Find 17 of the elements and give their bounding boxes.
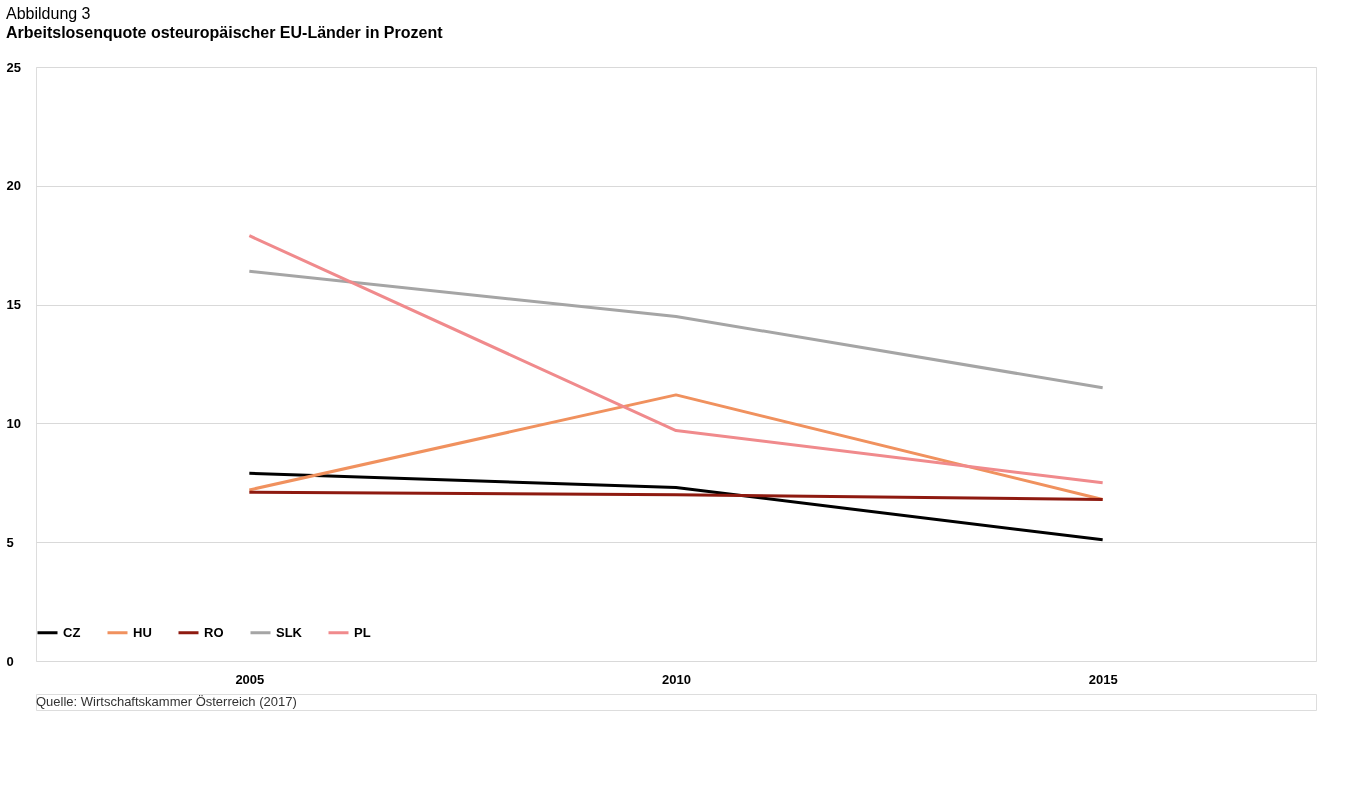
legend-label: PL — [354, 624, 371, 640]
chart-title: Abbildung 3 — [6, 5, 91, 22]
y-tick-label: 5 — [6, 534, 14, 550]
y-tick-label: 0 — [6, 653, 14, 669]
legend-label: RO — [204, 624, 224, 640]
y-tick-label: 20 — [6, 178, 21, 194]
y-tick-label: 10 — [6, 415, 21, 431]
y-tick-label: 25 — [6, 59, 21, 75]
legend-label: SLK — [276, 624, 303, 640]
x-tick-label: 2010 — [662, 671, 691, 687]
x-tick-label: 2015 — [1088, 671, 1118, 687]
y-tick-label: 15 — [6, 297, 21, 313]
source-note: Quelle: Wirtschaftskammer Österreich (2017) — [36, 694, 297, 709]
chart-subtitle: Arbeitslosenquote osteuropäischer EU-Länder in Prozent — [6, 24, 444, 41]
legend-label: HU — [133, 624, 152, 640]
x-tick-label: 2005 — [235, 671, 265, 687]
legend-label: CZ — [63, 624, 81, 640]
